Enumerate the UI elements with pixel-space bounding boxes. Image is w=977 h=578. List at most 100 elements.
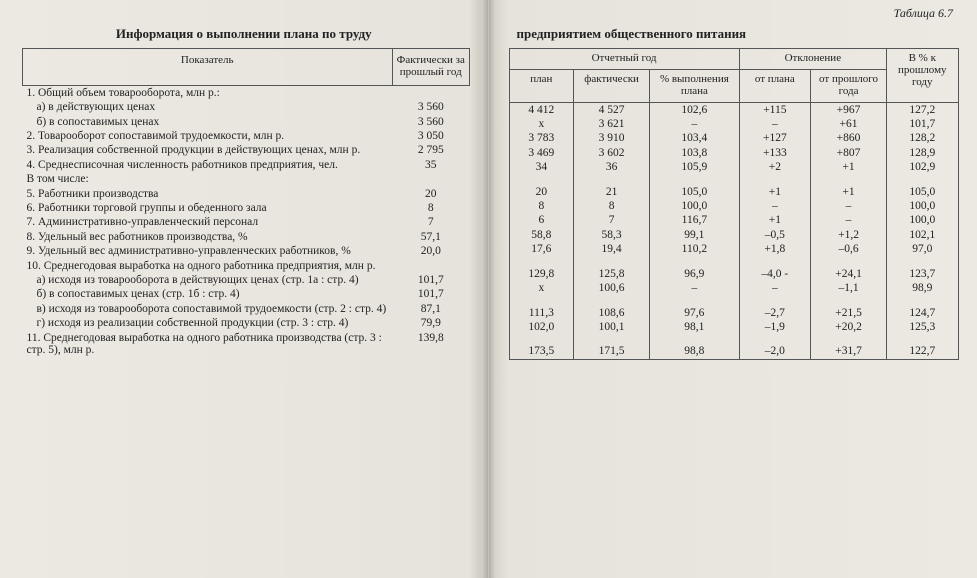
value-cell: 6 xyxy=(509,213,574,227)
value-cell: +20,2 xyxy=(811,320,887,334)
table-row: 173,5171,598,8–2,0+31,7122,7 xyxy=(509,344,958,359)
value-cell: 3 621 xyxy=(574,117,650,131)
right-table-body: 4 4124 527102,6+115+967127,2x3 621––+611… xyxy=(509,102,958,359)
value-cell: 171,5 xyxy=(574,344,650,359)
indicator-cell: б) в сопоставимых ценах xyxy=(23,115,393,129)
indicator-cell: 1. Общий объем товарооборота, млн р.: xyxy=(23,85,393,100)
value-cell: 128,2 xyxy=(887,131,958,145)
value-cell: +1,2 xyxy=(811,228,887,242)
value-cell xyxy=(509,334,574,344)
value-cell: 2 795 xyxy=(392,143,470,157)
value-cell: 98,9 xyxy=(887,281,958,295)
value-cell: 102,0 xyxy=(509,320,574,334)
scanned-book-spread: Информация о выполнении плана по труду П… xyxy=(0,0,977,578)
value-cell: 101,7 xyxy=(887,117,958,131)
value-cell: 123,7 xyxy=(887,267,958,281)
value-cell xyxy=(887,334,958,344)
value-cell xyxy=(650,296,740,306)
table-row xyxy=(509,296,958,306)
value-cell: 108,6 xyxy=(574,306,650,320)
value-cell: 101,7 xyxy=(392,287,470,301)
table-row: 2021105,0+1+1105,0 xyxy=(509,185,958,199)
table-number: Таблица 6.7 xyxy=(894,6,953,21)
value-cell: 19,4 xyxy=(574,242,650,256)
value-cell: 8 xyxy=(574,199,650,213)
value-cell: 87,1 xyxy=(392,302,470,316)
value-cell: +115 xyxy=(739,102,810,117)
value-cell xyxy=(739,257,810,267)
value-cell: 35 xyxy=(392,158,470,172)
value-cell: 96,9 xyxy=(650,267,740,281)
th-pct-plan: % выполнения плана xyxy=(650,69,740,102)
th-plan: план xyxy=(509,69,574,102)
value-cell xyxy=(887,296,958,306)
indicator-cell: 5. Работники производства xyxy=(23,187,393,201)
value-cell xyxy=(887,175,958,185)
value-cell xyxy=(574,334,650,344)
value-cell: +1,8 xyxy=(739,242,810,256)
value-cell xyxy=(574,175,650,185)
value-cell: –2,0 xyxy=(739,344,810,359)
value-cell xyxy=(392,172,470,186)
value-cell: 101,7 xyxy=(392,273,470,287)
value-cell: +1 xyxy=(739,213,810,227)
value-cell: – xyxy=(650,117,740,131)
value-cell: 110,2 xyxy=(650,242,740,256)
value-cell: 34 xyxy=(509,160,574,174)
table-row: 3 4693 602103,8+133+807128,9 xyxy=(509,146,958,160)
value-cell: – xyxy=(739,117,810,131)
value-cell xyxy=(650,334,740,344)
value-cell: 97,6 xyxy=(650,306,740,320)
value-cell: 57,1 xyxy=(392,230,470,244)
left-table-head: Показатель Фактически за прошлый год xyxy=(23,49,470,86)
value-cell: 105,0 xyxy=(887,185,958,199)
value-cell: 58,8 xyxy=(509,228,574,242)
value-cell: +807 xyxy=(811,146,887,160)
value-cell: 125,8 xyxy=(574,267,650,281)
value-cell: 7 xyxy=(574,213,650,227)
table-row: 3436105,9+2+1102,9 xyxy=(509,160,958,174)
table-row: а) в действующих ценах3 560 xyxy=(23,100,470,114)
value-cell: 3 560 xyxy=(392,115,470,129)
right-table-head: Отчетный год Отклонение В % к прошлому г… xyxy=(509,49,958,103)
value-cell: 100,6 xyxy=(574,281,650,295)
indicator-cell: 7. Административно-управленческий персон… xyxy=(23,215,393,229)
value-cell: 102,9 xyxy=(887,160,958,174)
table-row: 17,619,4110,2+1,8–0,697,0 xyxy=(509,242,958,256)
indicator-cell: 8. Удельный вес работников производства,… xyxy=(23,230,393,244)
value-cell: 36 xyxy=(574,160,650,174)
value-cell xyxy=(739,296,810,306)
value-cell: –0,6 xyxy=(811,242,887,256)
indicator-cell: 4. Среднесписочная численность работнико… xyxy=(23,158,393,172)
indicator-cell: а) в действующих ценах xyxy=(23,100,393,114)
value-cell: 173,5 xyxy=(509,344,574,359)
table-row: 7. Административно-управленческий персон… xyxy=(23,215,470,229)
table-row: 2. Товарооборот сопоставимой трудоемкост… xyxy=(23,129,470,143)
table-row xyxy=(509,175,958,185)
value-cell: 111,3 xyxy=(509,306,574,320)
value-cell: +127 xyxy=(739,131,810,145)
left-th-indicator: Показатель xyxy=(23,49,393,86)
value-cell: 17,6 xyxy=(509,242,574,256)
table-row: В том числе: xyxy=(23,172,470,186)
value-cell: +31,7 xyxy=(811,344,887,359)
left-table: Показатель Фактически за прошлый год 1. … xyxy=(22,48,470,357)
left-th-prev-year: Фактически за прошлый год xyxy=(392,49,470,86)
table-row: 129,8125,896,9–4,0 -+24,1123,7 xyxy=(509,267,958,281)
value-cell xyxy=(509,257,574,267)
value-cell: +1 xyxy=(811,160,887,174)
value-cell: 8 xyxy=(392,201,470,215)
value-cell: 102,6 xyxy=(650,102,740,117)
value-cell: 105,0 xyxy=(650,185,740,199)
value-cell xyxy=(811,296,887,306)
value-cell: +860 xyxy=(811,131,887,145)
value-cell xyxy=(574,257,650,267)
value-cell: +1 xyxy=(739,185,810,199)
value-cell: –0,5 xyxy=(739,228,810,242)
value-cell xyxy=(509,175,574,185)
table-row xyxy=(509,334,958,344)
table-row: б) в сопоставимых ценах3 560 xyxy=(23,115,470,129)
page-gutter-shadow xyxy=(489,0,495,578)
value-cell xyxy=(509,296,574,306)
value-cell: –4,0 - xyxy=(739,267,810,281)
